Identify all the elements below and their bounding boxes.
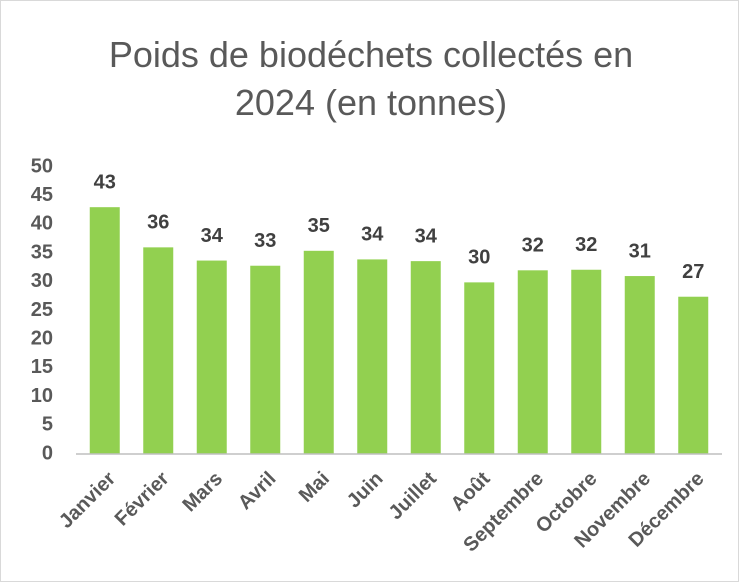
bar: [250, 265, 281, 454]
value-label: 33: [254, 230, 276, 252]
y-tick-label: 40: [31, 213, 53, 235]
value-label: 43: [94, 171, 116, 193]
value-label: 31: [629, 240, 651, 262]
bar: [89, 207, 120, 454]
value-label: 32: [522, 235, 544, 257]
value-label: 34: [201, 225, 224, 247]
x-tick-label: Mai: [295, 468, 334, 507]
value-label: 27: [682, 261, 704, 283]
bar: [571, 269, 602, 454]
y-tick-label: 5: [42, 414, 53, 436]
value-label: 34: [361, 224, 384, 246]
chart-title: Poids de biodéchets collectés en 2024 (e…: [108, 34, 634, 123]
y-tick-label: 45: [31, 184, 53, 206]
y-tick-label: 35: [31, 241, 53, 263]
bar: [464, 282, 495, 454]
bar: [624, 276, 655, 454]
y-tick-label: 0: [42, 442, 53, 464]
y-tick-label: 30: [31, 270, 53, 292]
bar: [410, 261, 441, 454]
x-tick-label: Août: [447, 467, 495, 515]
bar: [196, 260, 227, 454]
x-tick-label: Juin: [343, 468, 388, 513]
y-tick-label: 50: [31, 155, 53, 177]
y-tick-label: 25: [31, 299, 53, 321]
bar: [303, 250, 334, 454]
value-label: 34: [415, 225, 438, 247]
bar: [143, 247, 174, 454]
bar: [357, 259, 388, 454]
x-tick-label: Juillet: [385, 467, 442, 524]
value-label: 36: [147, 212, 169, 234]
value-label: 30: [468, 247, 490, 269]
x-tick-label: Avril: [234, 468, 280, 514]
y-tick-label: 15: [31, 356, 53, 378]
bar: [678, 296, 709, 454]
x-tick-label: Mars: [178, 468, 227, 517]
y-tick-label: 20: [31, 327, 53, 349]
y-tick-label: 10: [31, 385, 53, 407]
x-tick-label: Janvier: [55, 468, 120, 533]
x-tick-label: Février: [111, 468, 174, 531]
value-label: 32: [575, 234, 597, 256]
bar: [517, 270, 548, 454]
value-label: 35: [308, 215, 330, 237]
